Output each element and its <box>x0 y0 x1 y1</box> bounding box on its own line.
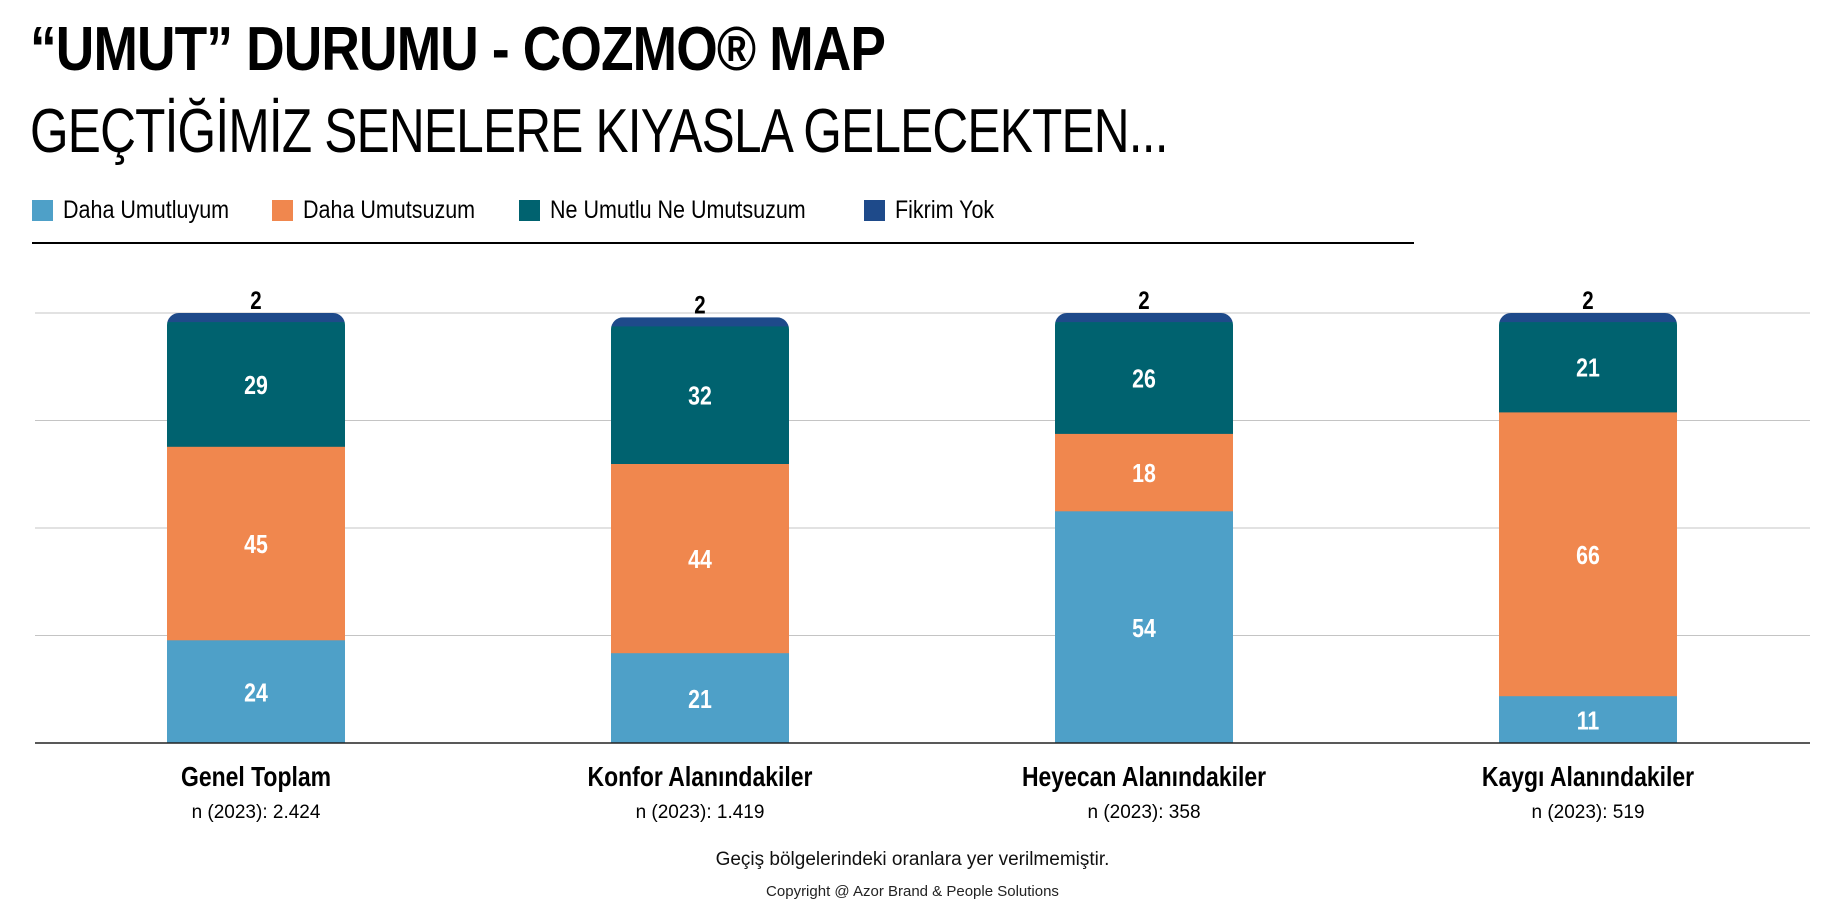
header-divider <box>32 242 1414 244</box>
bar-segment <box>167 321 345 447</box>
data-label: 54 <box>1132 614 1156 644</box>
legend-swatch <box>32 199 53 221</box>
legend-item-ne-umutlu-ne-umutsuzum: Ne Umutlu Ne Umutsuzum <box>519 196 833 225</box>
copyright-text: Copyright @ Azor Brand & People Solution… <box>766 883 1059 900</box>
sample-size-label: n (2023): 1.419 <box>636 802 765 823</box>
legend-label: Daha Umutsuzum <box>303 195 476 224</box>
sample-size-label: n (2023): 2.424 <box>192 802 321 823</box>
category-label: Genel Toplam <box>181 762 331 793</box>
stacked-bar-chart: 24 45 29 2 Genel Toplam n (2023): 2.424 21 44 32… <box>35 286 1810 823</box>
category-label: Konfor Alanındakiler <box>588 762 813 793</box>
data-label: 26 <box>1132 365 1156 395</box>
data-label: 2 <box>1582 286 1593 314</box>
bar-segment <box>1499 321 1677 413</box>
legend-swatch <box>863 199 885 221</box>
footnote: Geçiş bölgelerindeki oranlara yer verilm… <box>715 849 1110 870</box>
data-label: 2 <box>250 286 261 314</box>
data-label: 11 <box>1577 706 1600 736</box>
data-label: 24 <box>244 678 268 708</box>
bar-segment <box>1499 313 1677 323</box>
category-label: Kaygı Alanındakiler <box>1482 762 1694 793</box>
data-label: 2 <box>694 290 705 318</box>
data-label: 21 <box>1576 354 1600 384</box>
data-label: 45 <box>244 530 268 560</box>
bar-segment <box>611 325 789 464</box>
bar-segment <box>167 446 345 641</box>
chart-subtitle: GEÇTİĞİMİZ SENELERE KIYASLA GELECEKTEN..… <box>30 97 1169 166</box>
bar-segment <box>1055 433 1233 512</box>
legend-swatch <box>272 199 294 221</box>
bar-segment <box>1499 411 1677 697</box>
data-label: 44 <box>688 545 712 575</box>
legend-item-daha-umutluyum: Daha Umutluyum <box>32 196 242 225</box>
bar-segment <box>1055 313 1233 323</box>
data-label: 18 <box>1132 459 1156 489</box>
bar-segment <box>1055 510 1233 743</box>
sample-size-label: n (2023): 519 <box>1531 802 1644 823</box>
bar-segment <box>1499 695 1677 743</box>
bar-segment <box>611 652 789 743</box>
bar-group <box>1499 313 1677 743</box>
data-label: 32 <box>688 382 712 412</box>
bar-segment <box>1055 321 1233 434</box>
legend-item-fikrim-yok: Fikrim Yok <box>863 195 996 225</box>
sample-size-label: n (2023): 358 <box>1087 802 1200 823</box>
bar-segment <box>611 463 789 654</box>
bar-group <box>611 317 789 743</box>
data-label: 66 <box>1576 541 1600 571</box>
bar-group <box>167 313 345 744</box>
legend-label: Ne Umutlu Ne Umutsuzum <box>550 195 806 224</box>
data-label: 2 <box>1138 286 1149 314</box>
bar-segment <box>611 317 789 327</box>
bar-segment <box>167 639 345 744</box>
page-title: “UMUT” DURUMU - COZMO® MAP <box>30 15 886 84</box>
bar-group <box>1055 313 1233 743</box>
legend-swatch <box>519 199 541 221</box>
legend-item-daha-umutsuzum: Daha Umutsuzum <box>272 196 489 225</box>
legend-label: Fikrim Yok <box>894 195 994 224</box>
data-label: 29 <box>244 371 268 401</box>
category-label: Heyecan Alanındakiler <box>1022 762 1266 793</box>
chart-legend: Daha Umutluyum Daha Umutsuzum Ne Umutlu … <box>32 193 1026 227</box>
bar-segment <box>167 313 345 323</box>
legend-label: Daha Umutluyum <box>63 195 230 224</box>
data-label: 21 <box>688 685 712 715</box>
